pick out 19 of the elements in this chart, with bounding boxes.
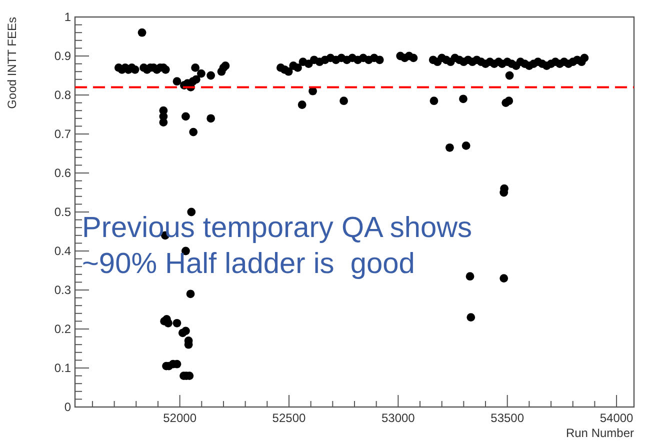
y-tick-label: 0.2 bbox=[54, 322, 72, 336]
y-tick-label: 0.4 bbox=[54, 244, 72, 258]
x-axis-title: Run Number bbox=[566, 426, 634, 440]
x-tick-label: 52500 bbox=[272, 411, 306, 425]
y-tick-label: 0.7 bbox=[54, 127, 72, 142]
y-tick-label: 0.3 bbox=[54, 283, 72, 298]
y-tick-label: 0.9 bbox=[54, 49, 72, 64]
y-tick-label: 1 bbox=[64, 10, 72, 24]
y-axis-title: Good INTT FEEs bbox=[5, 17, 19, 109]
x-tick-label: 54000 bbox=[600, 411, 634, 425]
x-tick-label: 52000 bbox=[163, 411, 197, 425]
x-tick-label: 53500 bbox=[490, 411, 524, 425]
annotation: Previous temporary QA shows ~90% Half ladder is good bbox=[82, 212, 472, 280]
y-tick-label: 0.1 bbox=[54, 361, 72, 376]
x-tick-label: 53000 bbox=[381, 411, 416, 425]
y-tick-label: 0.5 bbox=[54, 205, 72, 220]
y-tick-label: 0.8 bbox=[54, 88, 72, 102]
y-tick-label: 0.6 bbox=[54, 166, 72, 180]
y-tick-label: 0 bbox=[64, 400, 72, 414]
